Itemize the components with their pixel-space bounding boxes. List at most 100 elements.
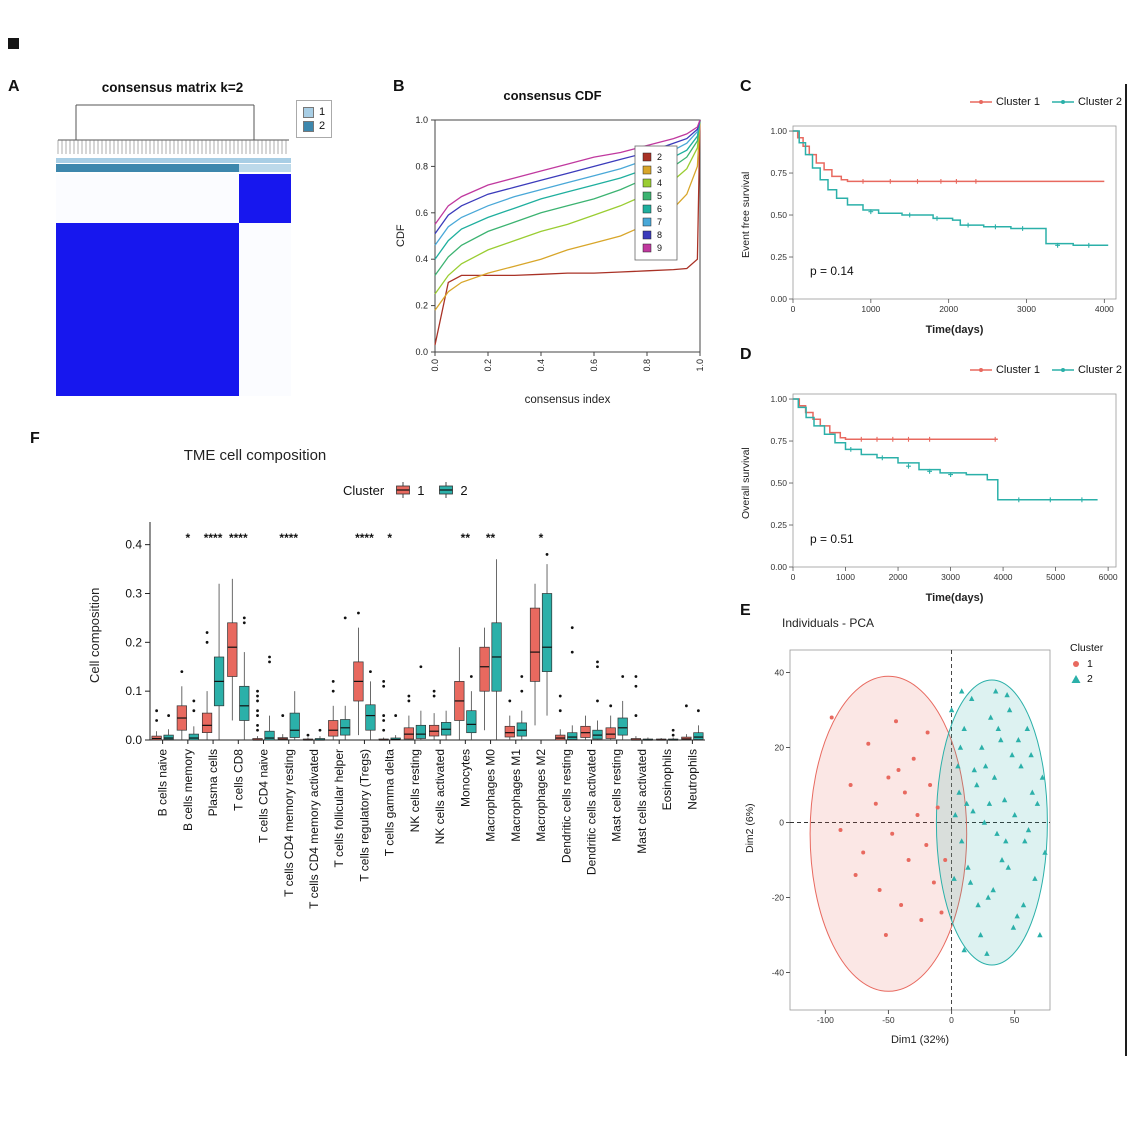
pca-point-cluster-2 xyxy=(1018,763,1024,769)
pca-point-cluster-2 xyxy=(1005,864,1011,870)
panel-d-legend: Cluster 1 Cluster 2 xyxy=(969,364,1122,376)
box-cluster-1 xyxy=(227,622,238,677)
outlier xyxy=(432,694,436,698)
x-tick-label: 0.2 xyxy=(483,359,493,372)
outlier xyxy=(407,699,411,703)
legend-label: 7 xyxy=(657,217,662,227)
pca-point-cluster-2 xyxy=(1028,752,1034,758)
pca-point-cluster-2 xyxy=(1042,849,1048,855)
pca-point-cluster-1 xyxy=(848,783,853,787)
x-category-label: Macrophages M0 xyxy=(484,749,498,842)
legend-label: Cluster 1 xyxy=(995,96,1040,108)
pca-point-cluster-2 xyxy=(951,875,957,881)
pca-point-cluster-1 xyxy=(883,933,888,937)
x-tick-label: 1.0 xyxy=(695,359,705,372)
panel-c-event-free-survival: Cluster 1 Cluster 2 0.00 0.25 0.50 0.75 1.00 0… xyxy=(738,78,1130,342)
x-category-label: T cells CD4 memory resting xyxy=(282,749,296,897)
pca-point-cluster-1 xyxy=(838,828,843,832)
pca-point-cluster-2 xyxy=(1039,774,1046,780)
legend-swatch-k6 xyxy=(642,204,652,214)
panel-e-title: Individuals - PCA xyxy=(782,616,875,630)
censor-mark xyxy=(934,216,940,221)
censor-mark xyxy=(848,447,854,452)
box-cluster-2 xyxy=(693,732,704,740)
legend-label: Cluster 2 xyxy=(1077,96,1122,108)
outlier xyxy=(180,670,184,674)
y-tick-label: 1.00 xyxy=(770,394,787,404)
outlier xyxy=(671,728,675,732)
box-cluster-2 xyxy=(289,712,300,738)
pca-point-cluster-2 xyxy=(1034,800,1041,806)
y-tick-label: 0.2 xyxy=(415,301,428,311)
censor-mark xyxy=(879,455,885,461)
panel-a-letter: A xyxy=(8,78,20,95)
legend-entry-cluster-2: 2 xyxy=(436,481,468,499)
x-category-label: Monocytes xyxy=(458,749,472,807)
legend-entry-cluster-1: 1 xyxy=(393,481,424,499)
km-curve-cluster-2 xyxy=(793,398,1098,501)
x-tick-label: 0 xyxy=(949,1015,954,1025)
legend-entry-cluster-1: Cluster 1 xyxy=(969,364,1040,376)
outlier xyxy=(382,728,386,732)
box-cluster-1 xyxy=(580,725,591,738)
pca-point-cluster-2 xyxy=(994,830,1000,836)
censor-mark xyxy=(965,222,971,228)
pca-point-cluster-2 xyxy=(985,894,991,900)
y-tick-label: 0.50 xyxy=(770,210,787,220)
outlier xyxy=(634,675,638,678)
figure-edge-line xyxy=(1125,84,1127,1056)
panel-c-xlabel: Time(days) xyxy=(925,324,984,336)
outlier xyxy=(256,694,259,698)
censor-mark xyxy=(973,179,979,184)
consensus-heatmap xyxy=(56,174,291,396)
pca-point-cluster-1 xyxy=(919,918,924,922)
pca-point-cluster-2 xyxy=(979,744,985,750)
pca-point-cluster-1 xyxy=(829,715,834,720)
box-cluster-2 xyxy=(466,710,477,734)
x-tick-label: 0.4 xyxy=(536,359,546,372)
pca-point-cluster-1 xyxy=(943,858,948,862)
pca-point-cluster-2 xyxy=(1029,789,1035,795)
consensus-block xyxy=(56,222,240,396)
p-value-event-free: p = 0.14 xyxy=(810,264,854,278)
line-marker-icon xyxy=(1051,100,1074,104)
censor-mark xyxy=(860,179,866,184)
outlier xyxy=(192,699,196,703)
pca-point-cluster-2 xyxy=(984,950,990,956)
outlier xyxy=(256,699,259,703)
pca-point-cluster-2 xyxy=(964,800,970,806)
y-tick-label: 1.00 xyxy=(770,126,787,136)
x-category-label: Mast cells resting xyxy=(610,749,624,842)
x-tick-label: 3000 xyxy=(1017,304,1036,314)
pca-point-cluster-1 xyxy=(899,903,904,907)
outlier xyxy=(256,709,259,713)
outlier xyxy=(155,709,159,713)
legend-label: 8 xyxy=(657,230,662,240)
outlier xyxy=(469,675,473,678)
dendrogram-leaves xyxy=(57,140,287,154)
box-cluster-2 xyxy=(163,734,174,740)
legend-label: 3 xyxy=(657,165,662,175)
box-cluster-2 xyxy=(567,732,578,740)
censor-mark xyxy=(906,463,911,469)
legend-swatch-k3 xyxy=(642,165,652,175)
outlier xyxy=(382,684,386,688)
y-tick-label: 0.4 xyxy=(125,538,142,552)
y-tick-label: 0.0 xyxy=(415,347,428,357)
significance-stars: ** xyxy=(486,531,496,545)
x-category-label: NK cells activated xyxy=(433,749,447,844)
y-tick-label: 0.25 xyxy=(770,520,787,530)
annotation-bar-1 xyxy=(56,164,291,172)
censor-mark xyxy=(907,212,913,218)
outlier xyxy=(205,631,209,634)
outlier xyxy=(155,719,159,722)
pca-point-cluster-2 xyxy=(970,808,976,814)
pca-point-cluster-1 xyxy=(911,756,916,761)
outlier xyxy=(256,723,259,727)
legend-entry-cluster-2: Cluster 2 xyxy=(1051,96,1122,108)
outlier xyxy=(545,553,549,556)
outlier xyxy=(407,694,411,698)
x-tick-label: 2000 xyxy=(939,304,958,314)
